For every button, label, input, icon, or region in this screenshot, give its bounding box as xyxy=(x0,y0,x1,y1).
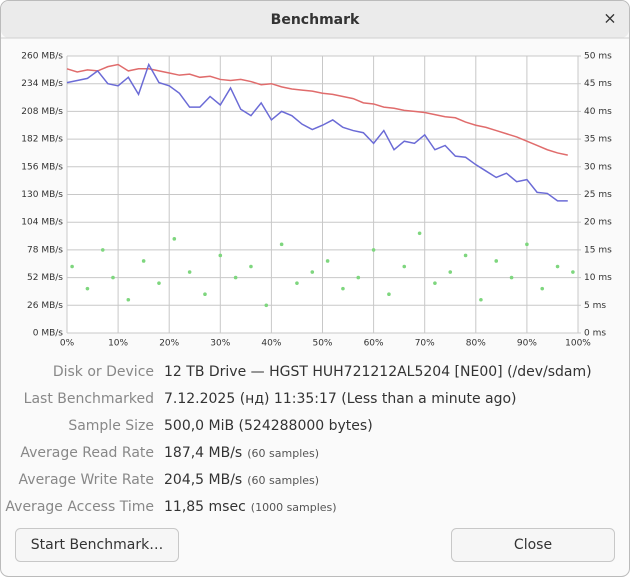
close-button[interactable] xyxy=(451,528,615,562)
y2-tick-label: 15 ms xyxy=(584,245,612,255)
access-time-point xyxy=(540,286,545,291)
info-note: (1000 samples) xyxy=(251,501,337,514)
access-time-point xyxy=(509,275,514,280)
y-tick-label: 260 MB/s xyxy=(21,52,63,62)
x-tick-label: 30% xyxy=(210,339,230,349)
x-tick-label: 50% xyxy=(312,339,332,349)
x-tick-label: 100% xyxy=(565,339,591,349)
info-note: (60 samples) xyxy=(247,447,319,460)
access-time-point xyxy=(70,264,74,269)
access-time-point xyxy=(341,286,345,291)
access-time-point xyxy=(571,270,575,274)
access-time-point xyxy=(100,248,105,252)
access-time-point xyxy=(126,297,131,302)
access-time-point xyxy=(203,292,207,297)
access-time-point xyxy=(218,253,223,258)
chart: 0 MB/s 26 MB/s 52 MB/s 78 MB/s 104 MB/s 130 M… xyxy=(21,52,612,349)
rate-line xyxy=(66,63,568,156)
start-button-label[interactable]: Start Benchmark… xyxy=(31,537,163,553)
access-time-point xyxy=(525,242,529,247)
y-tick-label: 78 MB/s xyxy=(27,245,63,255)
info-value: 11,85 msec xyxy=(164,499,246,515)
y2-tick-label: 50 ms xyxy=(584,52,612,62)
info-label: Sample Size xyxy=(68,418,154,434)
access-time-point xyxy=(417,231,422,236)
y-tick-label: 26 MB/s xyxy=(27,301,63,311)
x-tick-label: 70% xyxy=(415,339,435,349)
header-bar xyxy=(1,1,629,38)
access-time-point xyxy=(356,275,361,280)
access-time-point xyxy=(279,242,284,247)
access-time-point xyxy=(433,281,437,285)
y-tick-label: 0 MB/s xyxy=(33,329,64,339)
access-time-point xyxy=(325,259,330,263)
access-time-point xyxy=(463,253,468,258)
access-time-point xyxy=(555,264,560,269)
y-tick-label: 182 MB/s xyxy=(21,135,63,145)
y-tick-label: 52 MB/s xyxy=(27,273,63,283)
y2-tick-label: 45 ms xyxy=(584,79,612,89)
access-time-point xyxy=(479,297,483,302)
access-time-point xyxy=(141,259,146,263)
access-time-point xyxy=(187,270,192,274)
y-tick-label: 104 MB/s xyxy=(21,218,63,228)
y-tick-label: 130 MB/s xyxy=(21,190,63,200)
y2-tick-label: 30 ms xyxy=(584,162,612,172)
y2-tick-label: 10 ms xyxy=(584,273,612,283)
y-tick-label: 234 MB/s xyxy=(21,79,63,89)
info-value: 500,0 MiB (524288000 bytes) xyxy=(164,418,373,434)
x-tick-label: 80% xyxy=(466,339,486,349)
access-time-point xyxy=(264,303,269,308)
x-tick-label: 60% xyxy=(364,339,384,349)
access-time-point xyxy=(402,264,407,269)
x-tick-label: 0% xyxy=(60,339,75,349)
start-button[interactable] xyxy=(15,528,179,562)
access-time-point xyxy=(85,286,90,291)
window-title: Benchmark xyxy=(271,12,360,28)
info-note: (60 samples) xyxy=(247,474,319,487)
y2-tick-label: 35 ms xyxy=(584,135,612,145)
x-tick-label: 20% xyxy=(159,339,179,349)
access-time-point xyxy=(233,275,238,280)
y-tick-label: 208 MB/s xyxy=(21,107,63,117)
info-value: 7.12.2025 (нд) 11:35:17 (Less than a min… xyxy=(164,391,517,407)
access-time-point xyxy=(249,264,253,269)
y2-tick-label: 5 ms xyxy=(584,301,606,311)
info-label: Last Benchmarked xyxy=(24,391,154,407)
access-time-point xyxy=(448,270,453,274)
info-label: Average Read Rate xyxy=(20,445,154,461)
close-icon[interactable]: × xyxy=(603,9,616,28)
x-tick-label: 90% xyxy=(517,339,537,349)
info-value: 187,4 MB/s xyxy=(164,445,242,461)
info-label: Average Write Rate xyxy=(19,472,154,488)
rate-line xyxy=(66,62,568,202)
access-time-point xyxy=(387,292,391,297)
y-tick-label: 156 MB/s xyxy=(21,162,63,172)
access-time-point xyxy=(111,275,115,280)
access-time-point xyxy=(295,281,299,285)
info-rows: Disk or Device 12 TB Drive — HGST HUH7212… xyxy=(5,364,591,515)
y2-tick-label: 0 ms xyxy=(584,329,606,339)
access-time-point xyxy=(371,248,376,252)
access-time-point xyxy=(494,259,499,263)
y2-tick-label: 20 ms xyxy=(584,218,612,228)
x-tick-label: 40% xyxy=(261,339,281,349)
close-button-label[interactable]: Close xyxy=(514,537,552,553)
x-tick-label: 10% xyxy=(108,339,128,349)
info-value: 12 TB Drive — HGST HUH721212AL5204 [NE00… xyxy=(164,364,592,380)
access-time-point xyxy=(172,237,177,241)
access-time-point xyxy=(157,281,161,285)
info-label: Disk or Device xyxy=(53,364,154,380)
y2-tick-label: 40 ms xyxy=(584,107,612,117)
access-time-point xyxy=(310,270,315,274)
y2-tick-label: 25 ms xyxy=(584,190,612,200)
info-value: 204,5 MB/s xyxy=(164,472,242,488)
info-label: Average Access Time xyxy=(5,499,154,515)
